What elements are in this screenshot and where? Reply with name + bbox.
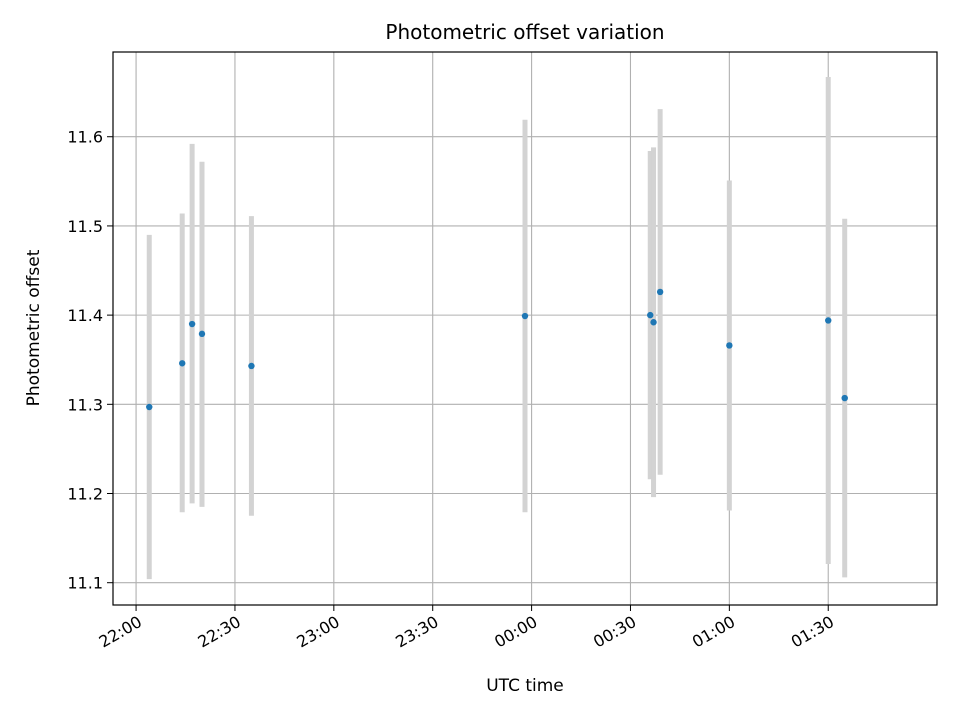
data-point [650,319,657,326]
x-axis-label: UTC time [486,676,564,696]
data-point [521,312,529,320]
data-point [248,362,255,370]
y-tick-label: 11.1 [67,574,103,593]
y-tick-label: 11.2 [67,485,103,504]
y-axis-ticks: 11.1 11.2 11.3 11.4 11.5 11.6 [67,128,113,593]
data-point [146,403,153,411]
data-point [825,317,832,324]
data-point [656,288,664,296]
data-point [188,320,196,328]
y-tick-label: 11.4 [67,306,103,325]
chart-title: Photometric offset variation [385,20,664,44]
data-point [179,360,186,367]
y-tick-label: 11.3 [67,395,103,414]
y-axis-label: Photometric offset [24,249,44,406]
data-points [146,288,848,411]
data-point [647,311,654,319]
data-point [198,330,206,338]
y-tick-label: 11.6 [67,128,103,147]
data-point [726,342,733,349]
y-tick-label: 11.5 [67,217,103,236]
data-point [841,394,848,402]
plot-frame [112,51,938,606]
